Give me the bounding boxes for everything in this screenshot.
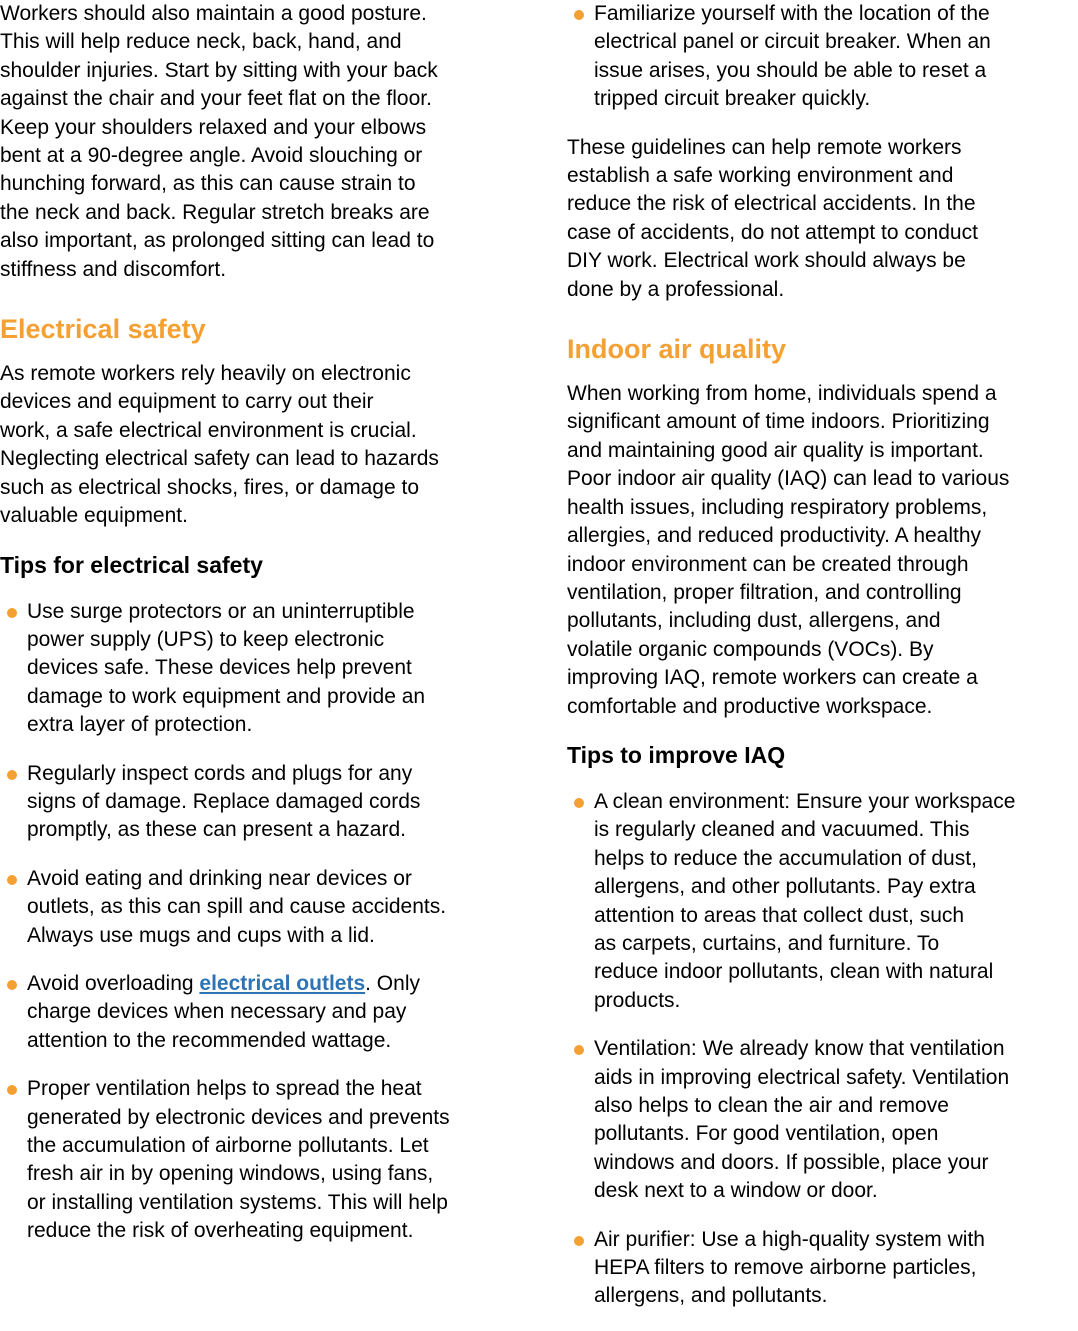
bullet-icon (574, 1045, 584, 1056)
section-heading-electrical-safety: Electrical safety (0, 314, 206, 345)
bullet-icon (574, 797, 584, 808)
tip-item-circuit-breaker: Familiarize yourself with the location o… (567, 0, 1078, 114)
iaq-tips-list: A clean environment: Ensure your workspa… (567, 788, 1078, 1311)
electrical-safety-tips-list: Use surge protectors or an uninterruptib… (0, 598, 540, 1246)
tip-item-no-eating-drinking: Avoid eating and drinking near devices o… (0, 865, 540, 950)
electrical-safety-closing-paragraph: These guidelines can help remote workers… (567, 135, 978, 301)
electrical-safety-tips-continued-list: Familiarize yourself with the location o… (567, 0, 1078, 114)
tip-text: Familiarize yourself with the location o… (594, 2, 991, 111)
tip-text: Regularly inspect cords and plugs for an… (27, 761, 421, 842)
indoor-air-quality-paragraph: When working from home, individuals spen… (567, 382, 1010, 718)
tip-item-avoid-overloading: Avoid overloading electrical outlets. On… (0, 970, 540, 1055)
tip-item-air-purifier: Air purifier: Use a high-quality system … (567, 1226, 1078, 1311)
tip-text: A clean environment: Ensure your workspa… (594, 789, 1016, 1012)
tip-text: Air purifier: Use a high-quality system … (594, 1227, 985, 1308)
tips-heading-electrical-safety: Tips for electrical safety (0, 551, 263, 578)
tip-text: Avoid eating and drinking near devices o… (27, 866, 447, 947)
tip-item-surge-protectors: Use surge protectors or an uninterruptib… (0, 598, 540, 740)
tip-item-ventilation: Ventilation: We already know that ventil… (567, 1035, 1078, 1205)
tip-item-clean-environment: A clean environment: Ensure your workspa… (567, 788, 1078, 1015)
tip-text: . Only charge devices when necessary and… (27, 971, 420, 1052)
tip-text: Ventilation: We already know that ventil… (594, 1037, 1010, 1203)
electrical-outlets-link[interactable]: electrical outlets (199, 971, 366, 995)
bullet-icon (7, 979, 17, 990)
tip-item-proper-ventilation: Proper ventilation helps to spread the h… (0, 1075, 540, 1245)
bullet-icon (7, 1085, 17, 1096)
bullet-icon (574, 10, 584, 20)
bullet-icon (7, 769, 17, 780)
left-column: Workers should also maintain a good post… (0, 0, 540, 1266)
bullet-icon (7, 874, 17, 885)
tip-item-inspect-cords: Regularly inspect cords and plugs for an… (0, 760, 540, 845)
tip-text: Avoid overloading (27, 971, 200, 995)
bullet-icon (574, 1235, 584, 1246)
bullet-icon (7, 607, 17, 618)
tip-text: Proper ventilation helps to spread the h… (27, 1077, 450, 1243)
right-column: Familiarize yourself with the location o… (567, 0, 1078, 1331)
tips-heading-improve-iaq: Tips to improve IAQ (567, 741, 786, 768)
posture-paragraph: Workers should also maintain a good post… (0, 2, 438, 281)
tip-text: Use surge protectors or an uninterruptib… (27, 599, 426, 737)
section-heading-indoor-air-quality: Indoor air quality (567, 334, 787, 365)
electrical-safety-paragraph: As remote workers rely heavily on electr… (0, 362, 439, 528)
